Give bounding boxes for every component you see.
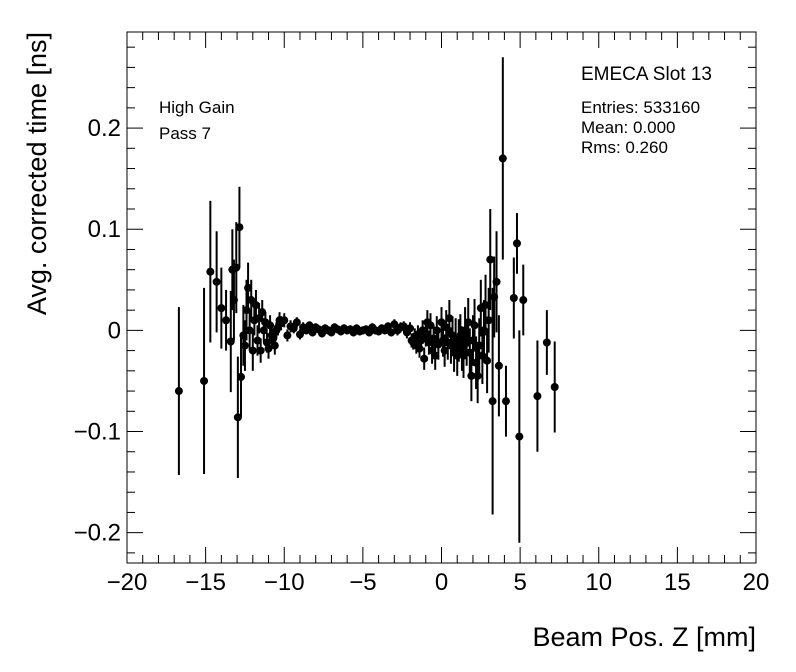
data-point (245, 326, 254, 335)
x-tick-label: 0 (435, 569, 448, 596)
data-point (280, 316, 289, 325)
data-point (217, 304, 226, 313)
data-point (459, 351, 468, 360)
data-point (415, 344, 424, 353)
data-point (488, 397, 497, 406)
data-point (498, 154, 507, 163)
annotation-pass: Pass 7 (159, 124, 211, 143)
data-point (519, 296, 528, 305)
x-tick-label: 15 (664, 569, 691, 596)
data-point (483, 356, 492, 365)
data-point (440, 346, 449, 355)
data-point (470, 321, 479, 330)
data-point (200, 376, 209, 385)
data-point (233, 413, 242, 422)
data-point (235, 223, 244, 232)
data-point (486, 255, 495, 264)
data-point (464, 318, 473, 327)
data-point (542, 338, 551, 347)
data-point (258, 308, 267, 317)
y-tick-label: 0.1 (88, 216, 121, 243)
data-point (406, 324, 415, 333)
data-point (432, 326, 441, 335)
data-point (390, 320, 399, 329)
data-point (533, 392, 542, 401)
data-point (253, 336, 262, 345)
data-point (305, 321, 314, 330)
data-point (206, 267, 215, 276)
plot-frame (126, 31, 757, 564)
data-point (512, 239, 521, 248)
y-tick-label: 0 (108, 317, 121, 344)
x-axis-title: Beam Pos. Z [mm] (532, 622, 756, 652)
annotation-rms: Rms: 0.260 (581, 138, 668, 157)
data-point (256, 346, 265, 355)
data-point (494, 361, 503, 370)
data-point (475, 341, 484, 350)
data-point (426, 321, 435, 330)
x-tick-label: 20 (743, 569, 770, 596)
data-point (501, 397, 510, 406)
data-point (420, 354, 429, 363)
data-point (481, 301, 490, 310)
data-point (492, 277, 501, 286)
y-tick-label: 0.2 (88, 115, 121, 142)
data-point (212, 277, 221, 286)
data-point (226, 337, 235, 346)
data-point (515, 432, 524, 441)
data-point (283, 331, 292, 340)
data-point (473, 371, 482, 380)
data-point (509, 294, 518, 303)
data-point (264, 344, 273, 353)
data-point (429, 334, 438, 343)
data-point (266, 321, 275, 330)
y-axis-title: Avg. corrected time [ns] (22, 32, 52, 315)
data-point (255, 314, 264, 323)
data-point (292, 318, 301, 327)
data-point (251, 301, 260, 310)
data-point (174, 387, 183, 396)
annotation-slot: EMECA Slot 13 (581, 64, 712, 85)
x-tick-label: −20 (107, 569, 148, 596)
tick-labels: −20 −15 −10 −5 0 5 10 15 20 −0.2 −0.1 0 0.1 0.2 (74, 115, 770, 596)
data-point (222, 316, 231, 325)
data-point (270, 341, 279, 350)
data-point (484, 316, 493, 325)
data-point (550, 383, 559, 392)
annotation-gain: High Gain (159, 98, 235, 117)
data-point (399, 322, 408, 331)
data-point (237, 372, 246, 381)
y-tick-label: −0.1 (74, 419, 121, 446)
data-point (247, 296, 256, 305)
x-tick-label: 10 (585, 569, 612, 596)
annotation-mean: Mean: 0.000 (581, 118, 676, 137)
data-point (232, 263, 241, 272)
x-tick-label: 5 (513, 569, 526, 596)
data-point (387, 328, 396, 337)
data-point (437, 318, 446, 327)
data-point (244, 283, 253, 292)
x-tick-label: −5 (349, 569, 376, 596)
data-point (431, 351, 440, 360)
y-tick-label: −0.2 (74, 520, 121, 547)
data-points (174, 57, 559, 543)
data-point (295, 330, 304, 339)
data-point (467, 371, 476, 380)
data-point (384, 322, 393, 331)
annotation-entries: Entries: 533160 (581, 98, 700, 117)
data-point (240, 341, 249, 350)
data-point (248, 346, 257, 355)
x-tick-label: −10 (264, 569, 305, 596)
x-tick-label: −15 (185, 569, 226, 596)
data-point (289, 324, 298, 333)
data-point (445, 314, 454, 323)
